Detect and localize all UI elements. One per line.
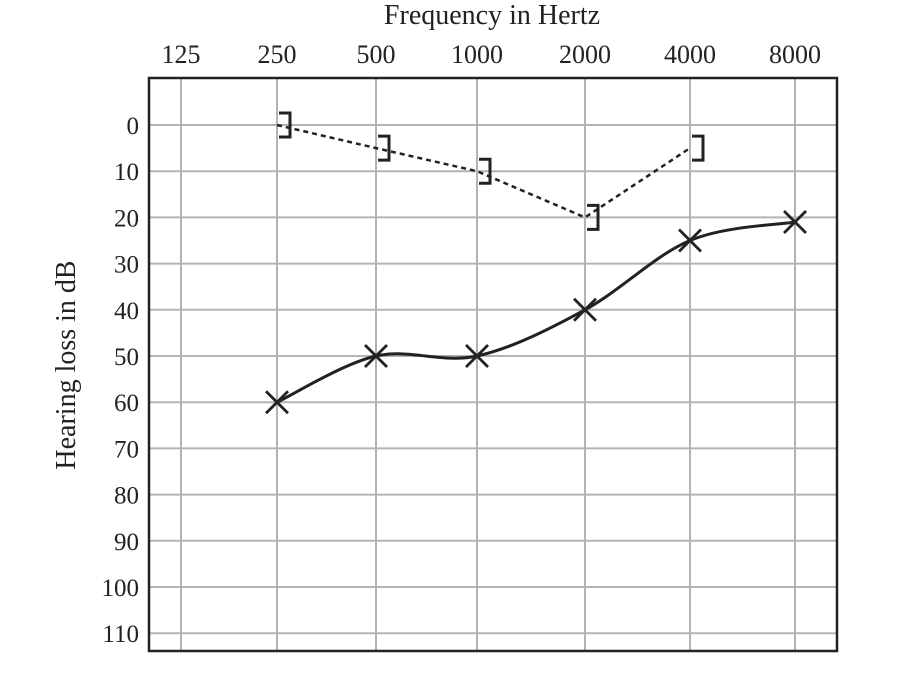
bracket-marker-1000	[479, 157, 492, 185]
plot-frame	[147, 76, 839, 653]
x-tick-125: 125	[162, 40, 201, 69]
y-axis-title: Hearing loss in dB	[51, 260, 82, 469]
x-axis-title: Frequency in Hertz	[384, 0, 600, 31]
x-marker-4000	[678, 228, 702, 253]
x-tick-2000: 2000	[559, 40, 611, 69]
y-tick-20: 20	[114, 205, 139, 232]
y-tick-90: 90	[114, 529, 139, 556]
y-tick-30: 30	[114, 252, 139, 279]
series-1	[276, 111, 705, 231]
x-tick-8000: 8000	[769, 40, 821, 69]
y-tick-100: 100	[102, 575, 140, 602]
x-tick-labels: 125 250 500 1000 2000 4000 8000	[162, 40, 822, 69]
x-marker-2000	[573, 297, 597, 322]
x-marker-1000	[465, 344, 489, 368]
x-tick-250: 250	[258, 40, 297, 69]
x-marker-250	[265, 390, 289, 415]
y-tick-70: 70	[114, 436, 139, 463]
bracket-marker-500	[378, 134, 391, 162]
series-2	[265, 210, 807, 415]
series-1-line	[276, 123, 691, 219]
x-tick-4000: 4000	[664, 40, 716, 69]
y-tick-0: 0	[127, 113, 140, 140]
y-tick-60: 60	[114, 390, 139, 417]
x-marker-500	[364, 344, 388, 368]
y-tick-10: 10	[114, 159, 139, 186]
x-tick-500: 500	[357, 40, 396, 69]
bracket-marker-2000	[587, 203, 600, 231]
y-tick-40: 40	[114, 298, 139, 325]
bracket-marker-4000	[692, 134, 705, 162]
x-marker-8000	[783, 210, 807, 235]
series-layer	[265, 111, 807, 415]
series-2-line	[276, 220, 796, 404]
y-tick-110: 110	[102, 621, 139, 648]
grid-layer	[149, 78, 837, 651]
y-tick-50: 50	[114, 344, 139, 371]
bracket-marker-250	[279, 111, 292, 139]
y-tick-80: 80	[114, 483, 139, 510]
y-tick-labels: 0 10 20 30 40 50 60 70 80 90 100 110	[102, 113, 140, 648]
x-tick-1000: 1000	[451, 40, 503, 69]
